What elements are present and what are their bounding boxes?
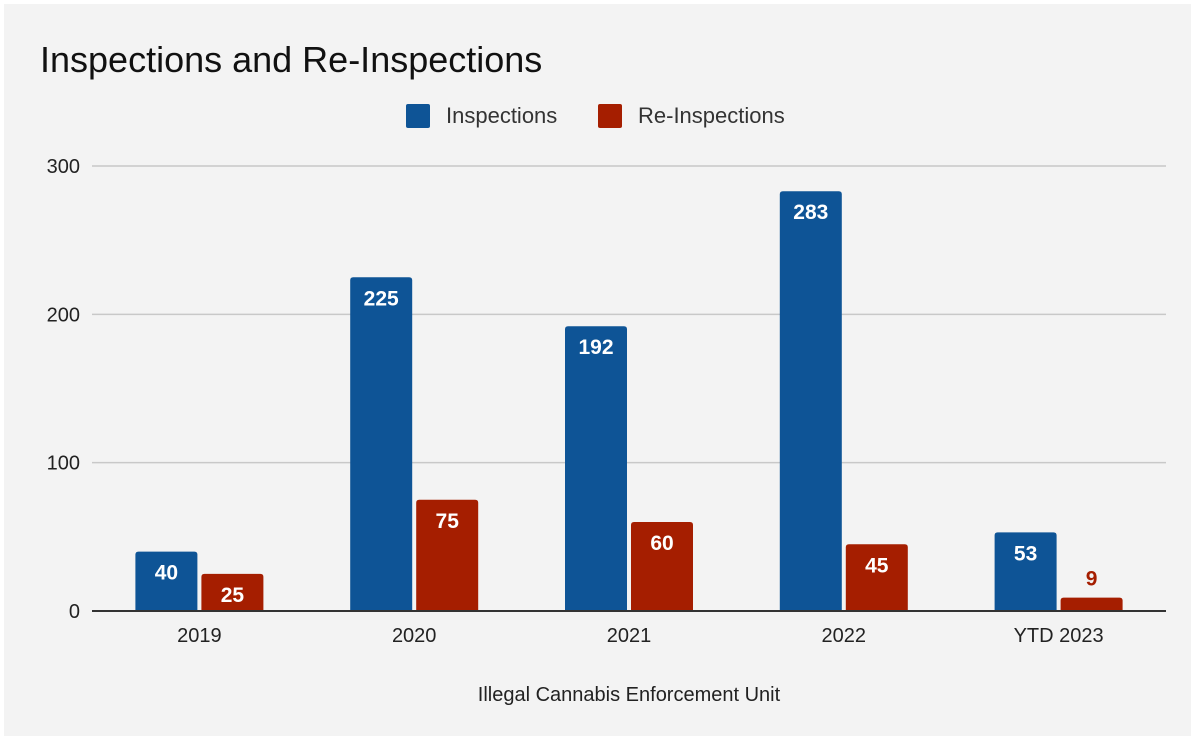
- data-label-inspections: 53: [1014, 542, 1037, 565]
- x-tick-label: 2022: [822, 625, 867, 647]
- data-label-re-inspections: 25: [221, 584, 245, 607]
- x-tick-label: 2021: [607, 625, 652, 647]
- legend: Inspections Re-Inspections: [406, 103, 785, 128]
- data-label-re-inspections: 60: [650, 532, 673, 555]
- y-tick-label: 0: [69, 601, 80, 623]
- legend-label-inspections: Inspections: [446, 103, 557, 128]
- y-tick-label: 100: [47, 453, 80, 475]
- x-tick-label: 2020: [392, 625, 437, 647]
- bars: [135, 191, 1123, 611]
- legend-swatch-inspections: [406, 104, 430, 128]
- bar-re-inspections-2019: [201, 573, 264, 611]
- bar-re-inspections-ytd-2023: [1060, 597, 1123, 611]
- data-label-re-inspections: 45: [865, 554, 889, 577]
- bar-re-inspections-2022: [845, 544, 908, 611]
- bar-re-inspections-2020: [416, 499, 479, 611]
- data-label-inspections: 283: [793, 201, 828, 224]
- chart-title: Inspections and Re-Inspections: [40, 39, 542, 80]
- bar-inspections-2022: [779, 191, 842, 611]
- bar-re-inspections-2021: [631, 522, 693, 611]
- bar-inspections-ytd-2023: [994, 532, 1057, 611]
- gridlines: [92, 165, 1166, 464]
- data-label-re-inspections: 9: [1086, 568, 1098, 591]
- bar-inspections-2020: [350, 277, 413, 611]
- chart-card: Inspections and Re-Inspections Inspectio…: [4, 4, 1191, 736]
- bar-inspections-2019: [135, 551, 198, 611]
- data-label-inspections: 192: [578, 336, 613, 359]
- legend-swatch-re-inspections: [598, 104, 622, 128]
- x-axis-ticks: 2019 2020 2021 2022 YTD 2023: [92, 610, 1166, 647]
- x-tick-label: YTD 2023: [1014, 625, 1104, 647]
- data-label-inspections: 40: [155, 562, 178, 585]
- legend-label-re-inspections: Re-Inspections: [638, 103, 785, 128]
- y-tick-label: 200: [47, 304, 80, 326]
- y-axis-ticks: 0 100 200 300: [47, 156, 80, 623]
- bar-chart: Inspections and Re-Inspections Inspectio…: [40, 39, 1166, 706]
- data-labels: 40 25 225 75 192 60 283 45 53 9: [155, 201, 1098, 607]
- x-tick-label: 2019: [177, 625, 222, 647]
- bar-inspections-2021: [565, 326, 627, 611]
- data-label-re-inspections: 75: [436, 510, 460, 533]
- data-label-inspections: 225: [364, 287, 399, 310]
- y-tick-label: 300: [47, 156, 80, 178]
- x-axis-title: Illegal Cannabis Enforcement Unit: [478, 684, 781, 706]
